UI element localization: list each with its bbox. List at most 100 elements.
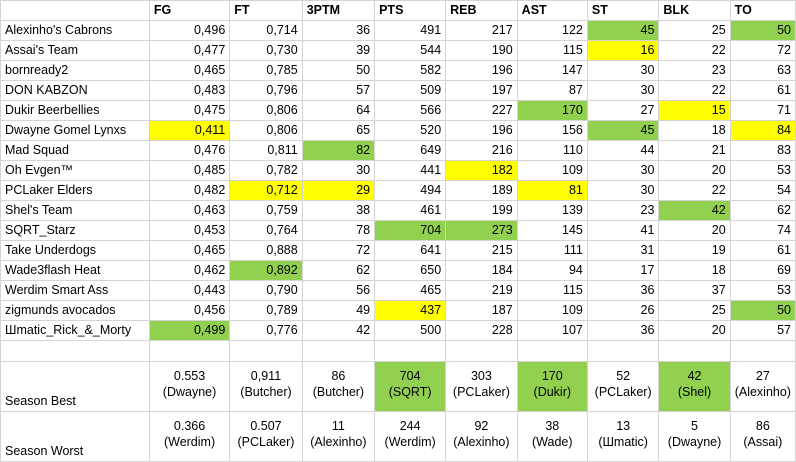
stat-cell-pts[interactable]: 650 [374, 260, 447, 281]
season-best-cell-st[interactable]: 52 (PCLaker) [586, 361, 660, 412]
stat-cell-st[interactable]: 41 [586, 220, 660, 241]
stat-cell-blk[interactable]: 22 [658, 80, 731, 101]
stat-cell-to[interactable]: 69 [729, 260, 796, 281]
col-header-pts[interactable]: PTS [374, 0, 447, 21]
col-header-to[interactable]: TO [729, 0, 796, 21]
stat-cell-st[interactable]: 30 [586, 60, 660, 81]
stat-cell-ft[interactable]: 0,888 [229, 240, 303, 261]
blank-cell[interactable] [729, 340, 796, 362]
stat-cell-to[interactable]: 50 [729, 300, 796, 321]
stat-cell-ft[interactable]: 0,764 [229, 220, 303, 241]
stat-cell-3ptm[interactable]: 36 [301, 20, 376, 41]
stat-cell-blk[interactable]: 21 [658, 140, 731, 161]
col-header-ast[interactable]: AST [516, 0, 588, 21]
team-name-cell[interactable]: Mad Squad [0, 140, 150, 161]
stat-cell-3ptm[interactable]: 50 [301, 60, 376, 81]
stat-cell-reb[interactable]: 215 [445, 240, 518, 261]
stat-cell-pts[interactable]: 500 [374, 320, 447, 341]
blank-cell[interactable] [445, 340, 518, 362]
stat-cell-pts[interactable]: 491 [374, 20, 447, 41]
col-header-st[interactable]: ST [586, 0, 660, 21]
stat-cell-to[interactable]: 61 [729, 240, 796, 261]
season-worst-cell-reb[interactable]: 92 (Alexinho) [445, 411, 518, 462]
stat-cell-fg[interactable]: 0,456 [148, 300, 231, 321]
season-worst-cell-to[interactable]: 86 (Assai) [729, 411, 796, 462]
stat-cell-blk[interactable]: 22 [658, 40, 731, 61]
stat-cell-ft[interactable]: 0,892 [229, 260, 303, 281]
stat-cell-fg[interactable]: 0,465 [148, 60, 231, 81]
stat-cell-reb[interactable]: 190 [445, 40, 518, 61]
stat-cell-blk[interactable]: 18 [658, 120, 731, 141]
stat-cell-st[interactable]: 16 [586, 40, 660, 61]
stat-cell-blk[interactable]: 20 [658, 160, 731, 181]
season-best-cell-3ptm[interactable]: 86 (Butcher) [301, 361, 376, 412]
col-header-ft[interactable]: FT [229, 0, 303, 21]
stat-cell-ft[interactable]: 0,796 [229, 80, 303, 101]
season-best-cell-pts[interactable]: 704 (SQRT) [374, 361, 447, 412]
stat-cell-to[interactable]: 54 [729, 180, 796, 201]
stat-cell-3ptm[interactable]: 65 [301, 120, 376, 141]
stat-cell-blk[interactable]: 37 [658, 280, 731, 301]
stat-cell-pts[interactable]: 494 [374, 180, 447, 201]
stat-cell-3ptm[interactable]: 49 [301, 300, 376, 321]
stat-cell-blk[interactable]: 22 [658, 180, 731, 201]
blank-cell[interactable] [586, 340, 660, 362]
stat-cell-ast[interactable]: 122 [516, 20, 588, 41]
stat-cell-fg[interactable]: 0,463 [148, 200, 231, 221]
stat-cell-3ptm[interactable]: 39 [301, 40, 376, 61]
blank-cell[interactable] [148, 340, 231, 362]
stat-cell-st[interactable]: 30 [586, 160, 660, 181]
stat-cell-to[interactable]: 62 [729, 200, 796, 221]
season-best-label[interactable]: Season Best [0, 361, 150, 412]
stat-cell-ast[interactable]: 109 [516, 160, 588, 181]
stat-cell-blk[interactable]: 25 [658, 300, 731, 321]
team-name-cell[interactable]: Take Underdogs [0, 240, 150, 261]
stat-cell-ft[interactable]: 0,776 [229, 320, 303, 341]
stat-cell-fg[interactable]: 0,465 [148, 240, 231, 261]
stat-cell-3ptm[interactable]: 56 [301, 280, 376, 301]
stat-cell-to[interactable]: 84 [729, 120, 796, 141]
team-name-cell[interactable]: Шmatic_Rick_&_Morty [0, 320, 150, 341]
stat-cell-st[interactable]: 30 [586, 180, 660, 201]
stat-cell-pts[interactable]: 641 [374, 240, 447, 261]
stat-cell-pts[interactable]: 649 [374, 140, 447, 161]
stat-cell-fg[interactable]: 0,483 [148, 80, 231, 101]
stat-cell-reb[interactable]: 273 [445, 220, 518, 241]
stat-cell-ft[interactable]: 0,730 [229, 40, 303, 61]
stat-cell-to[interactable]: 53 [729, 280, 796, 301]
stat-cell-ft[interactable]: 0,790 [229, 280, 303, 301]
stat-cell-to[interactable]: 74 [729, 220, 796, 241]
season-worst-cell-ast[interactable]: 38 (Wade) [516, 411, 588, 462]
season-worst-cell-st[interactable]: 13 (Шmatic) [586, 411, 660, 462]
stat-cell-fg[interactable]: 0,499 [148, 320, 231, 341]
stat-cell-ft[interactable]: 0,712 [229, 180, 303, 201]
stat-cell-ast[interactable]: 111 [516, 240, 588, 261]
stat-cell-reb[interactable]: 196 [445, 60, 518, 81]
stat-cell-ast[interactable]: 170 [516, 100, 588, 121]
stat-cell-ast[interactable]: 147 [516, 60, 588, 81]
stat-cell-3ptm[interactable]: 38 [301, 200, 376, 221]
stat-cell-st[interactable]: 45 [586, 120, 660, 141]
stat-cell-reb[interactable]: 228 [445, 320, 518, 341]
season-worst-cell-blk[interactable]: 5 (Dwayne) [658, 411, 731, 462]
stat-cell-ast[interactable]: 94 [516, 260, 588, 281]
stat-cell-to[interactable]: 53 [729, 160, 796, 181]
season-best-cell-ft[interactable]: 0,911 (Butcher) [229, 361, 303, 412]
team-name-cell[interactable]: Shel's Team [0, 200, 150, 221]
stat-cell-pts[interactable]: 509 [374, 80, 447, 101]
stat-cell-blk[interactable]: 20 [658, 320, 731, 341]
team-name-cell[interactable]: Wade3flash Heat [0, 260, 150, 281]
team-name-cell[interactable]: DON KABZON [0, 80, 150, 101]
stat-cell-fg[interactable]: 0,453 [148, 220, 231, 241]
stat-cell-pts[interactable]: 704 [374, 220, 447, 241]
stat-cell-pts[interactable]: 441 [374, 160, 447, 181]
stat-cell-ft[interactable]: 0,789 [229, 300, 303, 321]
stat-cell-ft[interactable]: 0,806 [229, 120, 303, 141]
stat-cell-3ptm[interactable]: 29 [301, 180, 376, 201]
stat-cell-3ptm[interactable]: 64 [301, 100, 376, 121]
blank-cell[interactable] [229, 340, 303, 362]
team-name-cell[interactable]: Dukir Beerbellies [0, 100, 150, 121]
stat-cell-to[interactable]: 71 [729, 100, 796, 121]
season-worst-cell-pts[interactable]: 244 (Werdim) [374, 411, 447, 462]
stat-cell-ast[interactable]: 109 [516, 300, 588, 321]
